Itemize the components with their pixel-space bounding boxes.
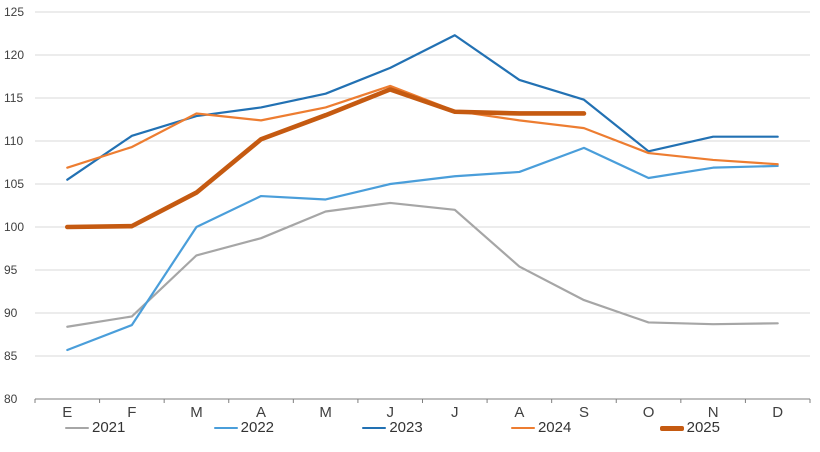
x-axis-label: A <box>514 404 524 421</box>
legend-swatch-2022 <box>213 426 238 430</box>
legend-swatch-2025 <box>659 425 684 431</box>
chart-legend: 2021 2022 2023 2024 2025 <box>65 420 720 436</box>
x-axis-label: M <box>190 404 203 421</box>
series-line-2021 <box>66 201 779 328</box>
y-axis-label: 110 <box>4 134 23 148</box>
y-axis-label: 125 <box>4 5 24 19</box>
y-axis-label: 120 <box>4 48 24 62</box>
y-axis-label: 95 <box>4 263 18 277</box>
legend-swatch-2024 <box>510 426 535 430</box>
y-axis-label: 85 <box>4 349 18 363</box>
y-axis-label: 80 <box>4 392 18 406</box>
legend-item-2024: 2024 <box>510 419 572 436</box>
y-axis-label: 100 <box>4 220 24 234</box>
x-axis-label: O <box>643 404 655 421</box>
legend-label: 2022 <box>240 419 275 436</box>
x-axis-label: J <box>451 404 459 421</box>
legend-item-2025: 2025 <box>659 419 720 436</box>
x-axis-label: A <box>256 404 266 421</box>
legend-label: 2021 <box>92 419 126 436</box>
legend-swatch-2023 <box>362 426 387 430</box>
legend-label: 2025 <box>686 419 720 436</box>
series-line-2025 <box>64 87 587 230</box>
series-line-2023 <box>66 34 779 181</box>
x-axis-label: J <box>386 404 394 421</box>
x-axis-label: E <box>62 404 72 421</box>
x-axis-label: M <box>319 404 332 421</box>
x-axis-label: N <box>708 404 719 421</box>
legend-item-2021: 2021 <box>65 420 125 436</box>
x-axis-label: F <box>127 404 136 421</box>
y-axis-label: 90 <box>4 306 18 320</box>
y-axis-label: 115 <box>4 91 23 105</box>
legend-label: 2023 <box>389 419 423 436</box>
x-axis-label: S <box>579 404 589 421</box>
legend-swatch-2021 <box>65 426 89 430</box>
legend-item-2022: 2022 <box>213 419 275 436</box>
legend-label: 2024 <box>537 419 572 436</box>
legend-item-2023: 2023 <box>362 419 423 436</box>
series-line-2022 <box>66 146 779 352</box>
y-axis-label: 105 <box>4 177 24 191</box>
x-axis-label: D <box>772 404 783 421</box>
